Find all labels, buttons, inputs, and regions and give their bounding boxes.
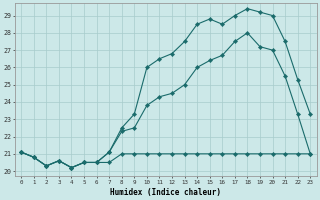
X-axis label: Humidex (Indice chaleur): Humidex (Indice chaleur) bbox=[110, 188, 221, 197]
